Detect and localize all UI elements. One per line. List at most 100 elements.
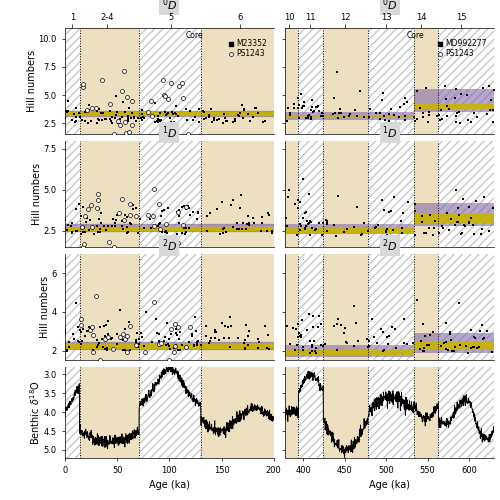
Point	[158, 228, 166, 236]
Bar	[200, 366, 274, 458]
Point	[404, 198, 411, 206]
Point	[178, 230, 186, 237]
Point	[420, 344, 428, 352]
Point	[418, 113, 426, 121]
Point	[105, 238, 113, 246]
Point	[98, 335, 106, 343]
Point	[210, 114, 218, 122]
Point	[298, 104, 306, 112]
Point	[98, 76, 106, 84]
Point	[82, 327, 90, 335]
Point	[94, 190, 102, 198]
Point	[85, 226, 93, 234]
Point	[304, 220, 312, 228]
Point	[402, 98, 410, 106]
Point	[164, 340, 172, 348]
Point	[303, 326, 311, 334]
Point	[438, 222, 446, 230]
Point	[130, 205, 138, 213]
Point	[313, 103, 321, 111]
Point	[94, 205, 102, 213]
Point	[122, 325, 130, 333]
Point	[80, 244, 88, 252]
Point	[422, 332, 430, 340]
Bar	[414, 104, 494, 108]
Point	[164, 204, 172, 212]
Point	[302, 114, 310, 122]
Point	[478, 230, 486, 237]
Point	[332, 109, 340, 117]
Point	[286, 110, 294, 118]
Point	[460, 222, 468, 230]
Point	[86, 205, 94, 213]
Point	[317, 320, 325, 328]
Point	[308, 115, 316, 123]
Point	[342, 324, 349, 332]
Point	[438, 115, 446, 123]
Point	[290, 100, 298, 108]
Point	[78, 116, 86, 124]
Point	[264, 345, 272, 353]
Bar	[414, 341, 494, 350]
Point	[385, 116, 393, 124]
Point	[378, 96, 386, 104]
Bar	[324, 28, 368, 134]
Point	[319, 112, 327, 120]
Point	[150, 99, 158, 107]
Point	[409, 339, 417, 347]
Point	[203, 212, 211, 220]
Point	[72, 300, 80, 308]
Point	[254, 335, 262, 343]
Point	[170, 344, 178, 351]
Point	[442, 318, 450, 326]
Point	[333, 320, 341, 328]
Point	[124, 318, 132, 326]
Point	[210, 334, 218, 342]
Point	[343, 338, 351, 346]
Point	[378, 232, 386, 240]
Point	[126, 220, 134, 228]
Title: $^2D$: $^2D$	[162, 237, 177, 254]
Point	[64, 221, 72, 229]
Point	[303, 217, 311, 225]
Point	[95, 104, 103, 112]
Point	[71, 118, 79, 126]
Point	[64, 108, 72, 116]
Point	[364, 227, 372, 235]
Point	[156, 219, 164, 227]
Point	[72, 104, 80, 112]
Point	[458, 90, 466, 98]
Point	[172, 342, 180, 349]
Bar	[368, 140, 414, 248]
Point	[416, 345, 424, 353]
Point	[113, 330, 121, 338]
Point	[242, 225, 250, 233]
Point	[391, 325, 399, 333]
Point	[310, 312, 318, 320]
Point	[150, 298, 158, 306]
Point	[132, 204, 140, 212]
Point	[64, 346, 72, 354]
Point	[75, 200, 83, 208]
Point	[386, 208, 394, 216]
Bar	[285, 28, 298, 134]
Point	[224, 117, 232, 125]
Point	[376, 109, 384, 117]
Bar	[65, 342, 274, 349]
Point	[228, 224, 236, 232]
Point	[104, 332, 112, 340]
Point	[130, 112, 138, 120]
Point	[81, 117, 89, 125]
Point	[464, 348, 472, 356]
Bar	[65, 254, 80, 360]
Bar	[65, 227, 274, 230]
Point	[148, 112, 156, 120]
Point	[102, 320, 110, 328]
Point	[84, 327, 92, 335]
Point	[116, 306, 124, 314]
Point	[486, 96, 494, 104]
Point	[194, 208, 202, 216]
Point	[70, 110, 78, 118]
Point	[443, 210, 451, 218]
Point	[454, 218, 462, 226]
